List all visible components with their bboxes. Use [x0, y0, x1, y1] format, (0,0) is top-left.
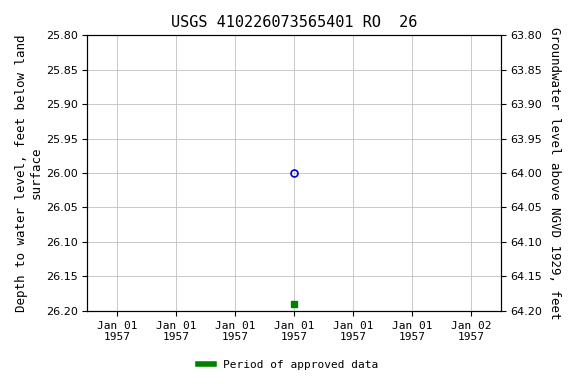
Y-axis label: Depth to water level, feet below land
surface: Depth to water level, feet below land su… [15, 34, 43, 312]
Title: USGS 410226073565401 RO  26: USGS 410226073565401 RO 26 [171, 15, 417, 30]
Y-axis label: Groundwater level above NGVD 1929, feet: Groundwater level above NGVD 1929, feet [548, 27, 561, 319]
Legend: Period of approved data: Period of approved data [193, 356, 383, 375]
